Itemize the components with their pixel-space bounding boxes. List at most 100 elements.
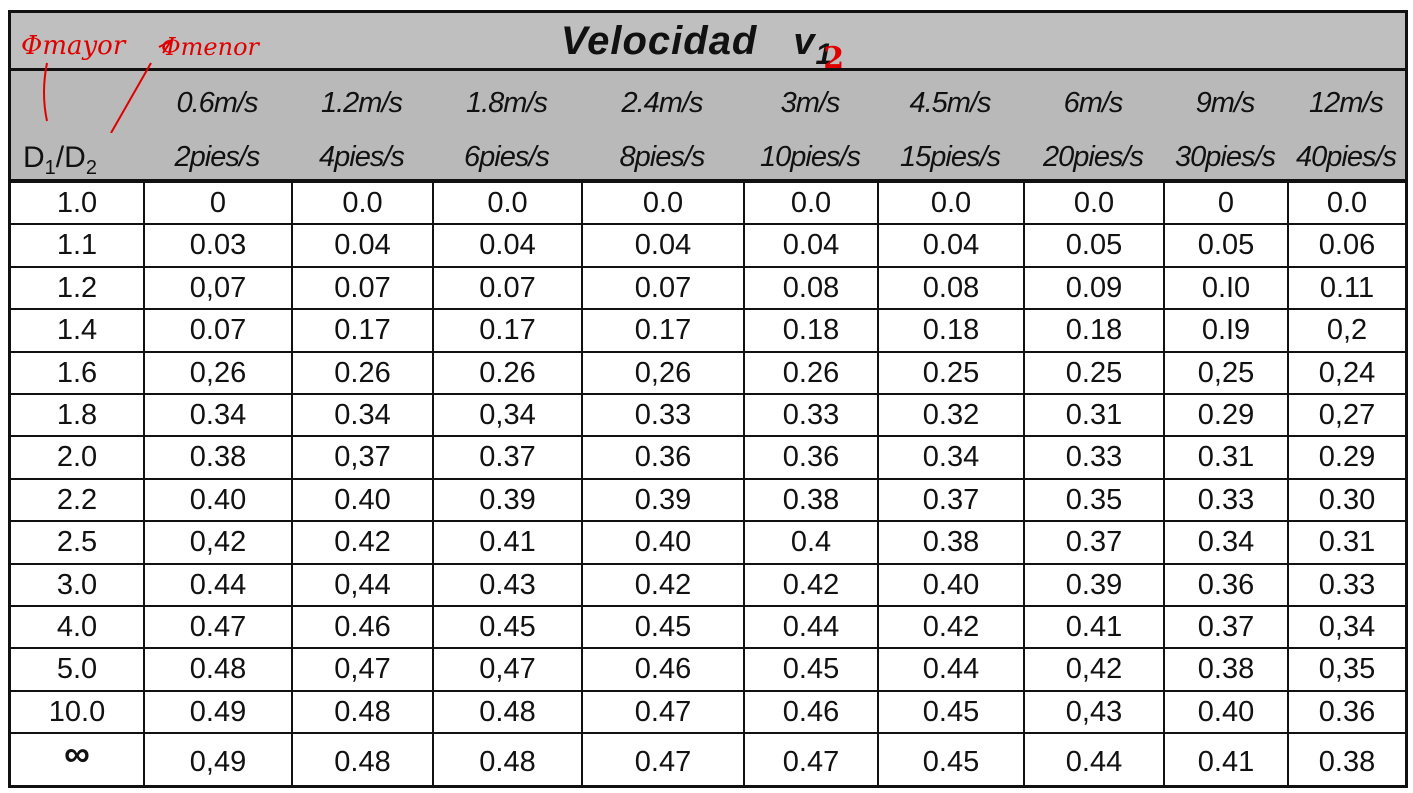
table-cell: 0.18: [1023, 310, 1163, 351]
table-cell: 0.48: [432, 691, 581, 733]
table-cell: 0.0: [291, 183, 432, 224]
table-cell: 0.35: [1023, 479, 1163, 521]
table-cell: 0.07: [291, 267, 432, 309]
column-header: 1.2m/s 4pies/s: [291, 71, 432, 179]
table-cell: 0.41: [1023, 607, 1163, 648]
column-header: 0.6m/s 2pies/s: [143, 71, 291, 179]
table-cell: 0.17: [581, 310, 743, 351]
table-cell: 0.0: [432, 183, 581, 224]
table-cell: 0.11: [1287, 267, 1405, 309]
row-ratio: 1.2: [56, 271, 98, 304]
table-cell: 0,07: [143, 267, 291, 309]
table-cell: 0.26: [291, 352, 432, 393]
table-cell: 0.33: [1023, 437, 1163, 478]
table-cell: 0.47: [581, 691, 743, 733]
handwritten-subscript-annotation: 2: [823, 41, 846, 76]
table-row: 1.4 0.07 0.17 0.17 0.17 0.18 0.18 0.18 0.I9 0,2: [11, 310, 1405, 353]
table-cell: 0.37: [877, 479, 1023, 521]
table-cell: 0.34: [877, 437, 1023, 478]
table-cell: 0,25: [1163, 352, 1287, 393]
table-cell: 0.48: [291, 691, 432, 733]
column-header: 1.8m/s 6pies/s: [432, 71, 581, 179]
table-cell: 0.09: [1023, 267, 1163, 309]
table-cell: 0.39: [432, 479, 581, 521]
title-subscript: 1: [815, 38, 834, 71]
table-cell: 0.45: [432, 607, 581, 648]
table-cell: 0.42: [291, 522, 432, 563]
table-cell: 0.42: [581, 564, 743, 605]
table-cell: 0.04: [743, 225, 877, 266]
table-cell: 0.33: [1163, 479, 1287, 521]
table-row: 2.5 0,42 0.42 0.41 0.40 0.4 0.38 0.37 0.34 0.31: [11, 522, 1405, 565]
table-cell: 0,42: [1023, 649, 1163, 690]
table-cell: 0.04: [581, 225, 743, 266]
table-cell: 0.36: [1287, 691, 1405, 733]
table-cell: 0.31: [1287, 522, 1405, 563]
row-ratio: 1.6: [56, 356, 98, 389]
table-cell: 0.45: [877, 691, 1023, 733]
table-cell: 0.44: [1023, 734, 1163, 787]
column-header-metric: 6m/s: [1063, 87, 1124, 119]
column-header-imperial: 20pies/s: [1042, 141, 1144, 173]
title-symbol: v: [793, 21, 816, 63]
column-header-imperial: 4pies/s: [319, 141, 405, 173]
table-cell: 0.0: [581, 183, 743, 224]
column-header-metric: 0.6m/s: [176, 87, 258, 119]
column-header-metric: 2.4m/s: [621, 87, 703, 119]
title-label: Velocidad: [560, 19, 758, 63]
table-cell: 0.37: [432, 437, 581, 478]
table-cell: 0.45: [743, 649, 877, 690]
table-cell: 0: [143, 183, 291, 224]
table-cell: 0.I0: [1163, 267, 1287, 309]
column-header-metric: 9m/s: [1195, 87, 1256, 119]
table-cell: 0,37: [291, 437, 432, 478]
table-cell: 0.46: [291, 607, 432, 648]
table-cell: 0.26: [432, 352, 581, 393]
table-cell: 0.I9: [1163, 310, 1287, 351]
column-header-imperial: 15pies/s: [899, 141, 1001, 173]
handwritten-annotation-menor: Φmenor: [161, 33, 260, 61]
corner-sub2: 2: [85, 157, 97, 179]
column-header: 12m/s 40pies/s: [1287, 71, 1405, 179]
table-cell: 0.31: [1163, 437, 1287, 478]
table-row: 2.2 0.40 0.40 0.39 0.39 0.38 0.37 0.35 0.33 0.30: [11, 479, 1405, 523]
table-cell: 0.08: [877, 267, 1023, 309]
corner-d1: D: [23, 141, 45, 174]
table-cell: 0,26: [143, 352, 291, 393]
table-cell: 0.0: [1287, 183, 1405, 224]
table-cell: 0.34: [143, 395, 291, 436]
table-cell: 0.25: [877, 352, 1023, 393]
table-cell: 0.07: [143, 310, 291, 351]
column-header-imperial: 2pies/s: [174, 141, 261, 173]
table-row: 1.0 0 0.0 0.0 0.0 0.0 0.0 0.0 0 0.0: [11, 183, 1405, 226]
column-header: 6m/s 20pies/s: [1023, 71, 1163, 179]
table-cell: 0.31: [1023, 395, 1163, 436]
column-header-imperial: 10pies/s: [759, 141, 861, 173]
table-cell: 0.46: [581, 649, 743, 690]
table-cell: 0.29: [1163, 395, 1287, 436]
table-title: Velocidad v12: [11, 19, 1405, 76]
table-cell: 0.48: [291, 734, 432, 787]
column-header: 4.5m/s 15pies/s: [877, 71, 1023, 179]
table-cell: 0.49: [143, 691, 291, 733]
title-bar: Velocidad v12 Φmayor Φmenor: [11, 13, 1405, 76]
velocity-table: Velocidad v12 Φmayor Φmenor D1/D2 0.6m/s 2p…: [8, 10, 1408, 788]
row-ratio: 4.0: [56, 611, 98, 643]
table-cell: 0.44: [143, 564, 291, 605]
table-cell: 0.44: [877, 649, 1023, 690]
row-ratio: 2.2: [56, 483, 98, 516]
table-cell: 0.29: [1287, 437, 1405, 478]
row-ratio: 1.4: [56, 314, 98, 347]
table-cell: 0.40: [581, 522, 743, 563]
table-cell: 0.18: [877, 310, 1023, 351]
table-cell: 0,2: [1287, 310, 1405, 351]
table-cell: 0: [1163, 183, 1287, 224]
table-cell: 0,26: [581, 352, 743, 393]
table-cell: 0.33: [1287, 564, 1405, 605]
table-cell: 0.41: [432, 522, 581, 563]
table-cell: 0,34: [432, 395, 581, 436]
table-cell: 0,49: [143, 734, 291, 787]
column-header-metric: 3m/s: [780, 87, 841, 119]
table-cell: 0,27: [1287, 395, 1405, 436]
corner-label-d1-d2: D1/D2: [23, 141, 97, 180]
